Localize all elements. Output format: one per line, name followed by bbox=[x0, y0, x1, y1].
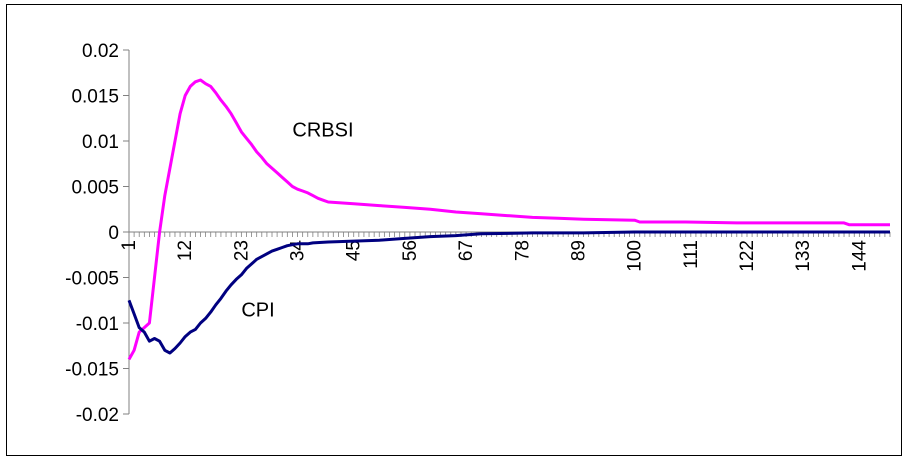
y-tick-label: 0.015 bbox=[71, 87, 119, 108]
x-tick-label: 12 bbox=[175, 240, 196, 261]
series-lines bbox=[127, 78, 890, 361]
y-tick-label: -0.015 bbox=[65, 360, 119, 381]
series-label-cpi: CPI bbox=[241, 300, 274, 322]
x-tick-label: 122 bbox=[737, 240, 758, 272]
x-tick-label: 144 bbox=[849, 240, 870, 272]
series-labels: CRBSI CPI bbox=[241, 119, 353, 321]
series-line-crbsi bbox=[127, 78, 890, 361]
x-tick-label: 111 bbox=[681, 240, 702, 269]
series-label-crbsi: CRBSI bbox=[292, 119, 353, 141]
x-ticks: 1 12 23 34 45 56 67 78 89 100 111 122 133 144 bbox=[119, 232, 891, 272]
x-tick-label: 45 bbox=[344, 240, 365, 261]
y-tick-label: 0 bbox=[108, 223, 119, 244]
y-tick-label: 0.005 bbox=[71, 178, 119, 199]
x-tick-label: 56 bbox=[400, 240, 421, 261]
y-tick-label: 0.01 bbox=[82, 132, 119, 153]
x-tick-label: 67 bbox=[456, 240, 477, 261]
y-tick-label: 0.02 bbox=[82, 41, 119, 62]
x-tick-label: 1 bbox=[119, 240, 140, 251]
y-ticks: 0.02 0.015 0.01 0.005 0 -0.005 -0.01 -0.015 -0.0… bbox=[65, 41, 129, 426]
y-tick-label: -0.01 bbox=[76, 314, 119, 335]
series-line-cpi bbox=[127, 230, 890, 355]
x-tick-label: 100 bbox=[625, 240, 646, 272]
y-tick-label: -0.005 bbox=[65, 269, 119, 290]
chart-frame: 1 12 23 34 45 56 67 78 89 100 111 122 133 144 0.02 0.0… bbox=[6, 4, 902, 456]
x-tick-label: 78 bbox=[512, 240, 533, 261]
y-tick-label: -0.02 bbox=[76, 405, 119, 426]
line-chart: 1 12 23 34 45 56 67 78 89 100 111 122 133 144 0.020.0… bbox=[65, 41, 891, 426]
x-tick-label: 133 bbox=[793, 240, 814, 272]
x-tick-label: 89 bbox=[568, 240, 589, 261]
x-tick-label: 23 bbox=[231, 240, 252, 261]
